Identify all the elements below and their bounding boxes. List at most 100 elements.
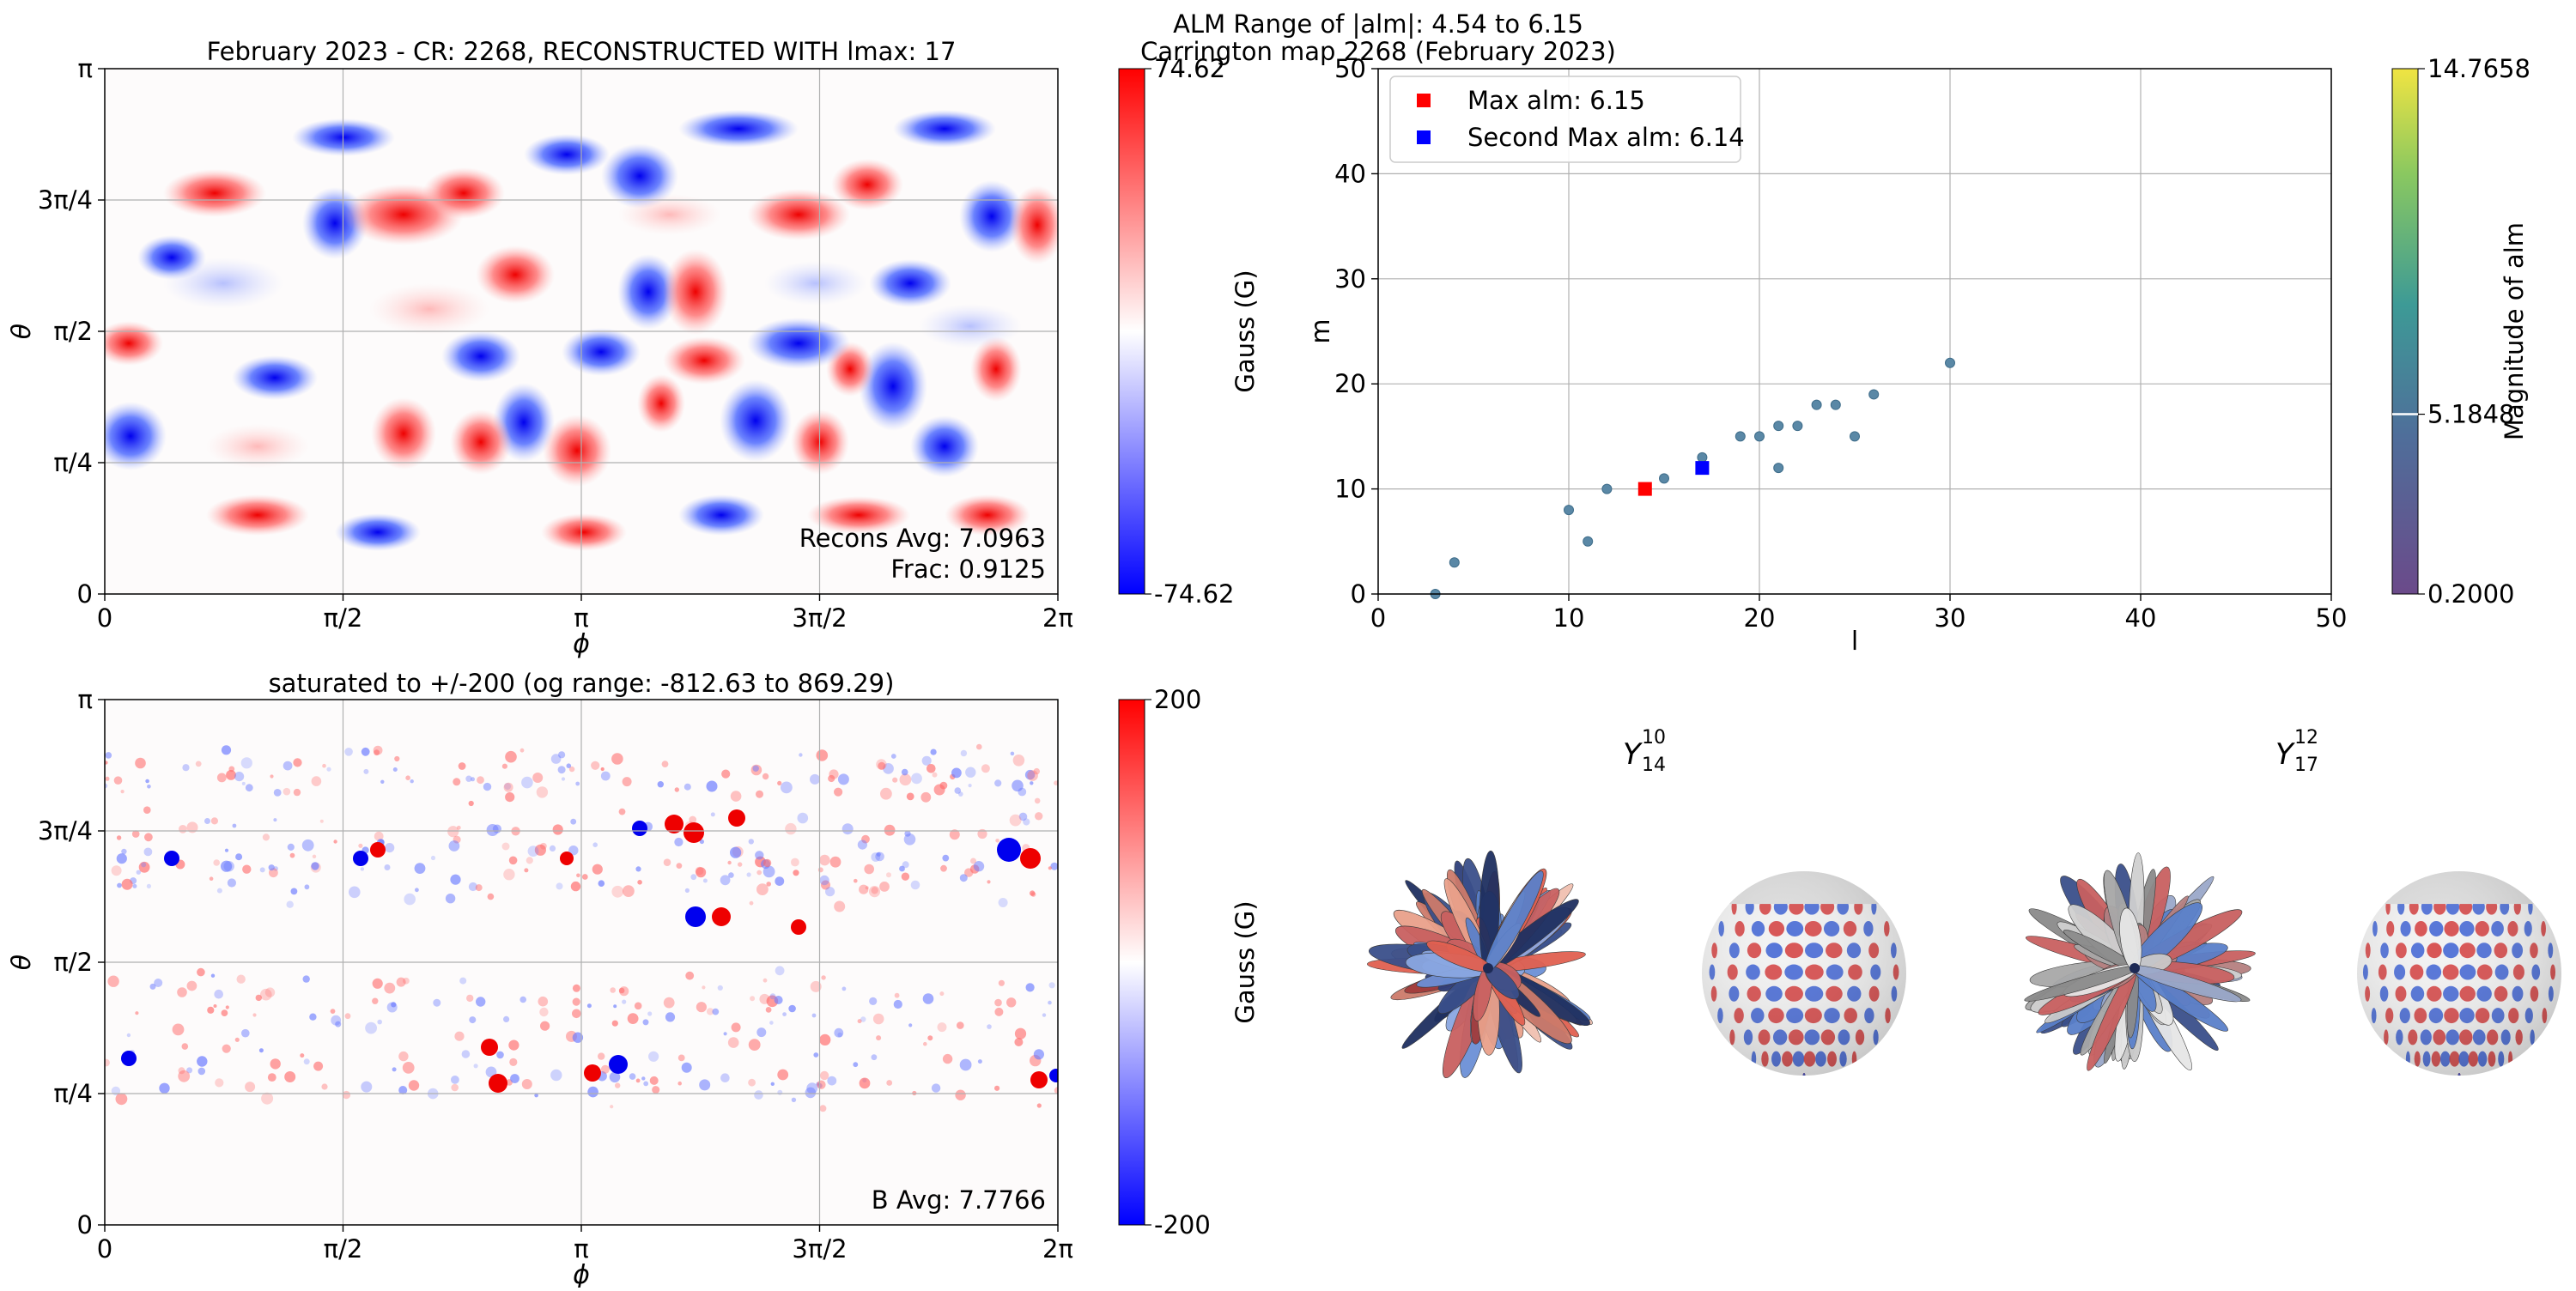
alm-colorbar-ticks: 0.2000 5.1848 14.7658 <box>2392 54 2530 609</box>
legend-max-marker <box>1417 94 1431 107</box>
recon-ytick-label: π/4 <box>53 448 93 477</box>
y-label-left: Y 10 14 <box>1623 727 1666 776</box>
alm-colorbar-tick-label: 0.2000 <box>2427 579 2514 609</box>
legend-second-label: Second Max alm: 6.14 <box>1467 123 1745 152</box>
orig-ytick-label: π <box>78 685 93 714</box>
orig-xtick-label: π <box>574 1234 588 1264</box>
recon-colorbar <box>1119 69 1145 594</box>
recon-xtick-label: 0 <box>97 603 112 633</box>
orig-ylabel: θ <box>7 955 37 970</box>
scatter-point <box>1792 421 1803 432</box>
orig-xtick-label: π/2 <box>324 1234 363 1264</box>
recon-ticks: 0 π/2 π 3π/2 2π 0 π/4 π/2 3π/4 π <box>38 54 1073 633</box>
alm-ylabel: m <box>1306 318 1336 343</box>
alm-xtick-label: 20 <box>1744 603 1776 633</box>
recon-ylabel: θ <box>7 324 37 339</box>
recon-annotation-frac: Frac: 0.9125 <box>890 555 1046 584</box>
alm-xtick-label: 40 <box>2125 603 2157 633</box>
scatter-point <box>1449 557 1460 568</box>
alm-colorbar-tick-label: 14.7658 <box>2427 54 2530 83</box>
scatter-point <box>1830 399 1841 410</box>
spheres-panel: Y 10 14 Y 12 17 <box>1367 727 2561 1079</box>
recon-xtick-label: π/2 <box>324 603 363 633</box>
recon-ytick-label: 3π/4 <box>38 185 93 215</box>
alm-title: ALM Range of |alm|: 4.54 to 6.15 <box>1173 9 1583 39</box>
orig-ytick-label: 0 <box>77 1210 93 1239</box>
scatter-point <box>1583 536 1594 547</box>
alm-xtick-label: 0 <box>1370 603 1386 633</box>
alm-xtick-label: 10 <box>1553 603 1585 633</box>
recon-xlabel: ϕ <box>573 629 590 659</box>
orig-xtick-label: 0 <box>97 1234 112 1264</box>
alm-axes-frame <box>1377 68 2332 595</box>
orig-title: saturated to +/-200 (og range: -812.63 t… <box>269 669 895 698</box>
alm-ytick-label: 10 <box>1334 475 1366 504</box>
second-max-alm-marker <box>1695 461 1710 476</box>
recon-colorbar-label: Gauss (G) <box>1230 270 1260 392</box>
alm-ticks: 0 10 20 30 40 50 0 10 20 30 40 50 <box>1334 54 2347 633</box>
y-label-left-sub: 14 <box>1642 755 1666 776</box>
orig-colorbar-min: -200 <box>1154 1210 1211 1239</box>
alm-colorbar-label: Magnitude of alm <box>2500 222 2529 440</box>
orig-ticks: 0 π/2 π 3π/2 2π 0 π/4 π/2 3π/4 π <box>38 685 1073 1264</box>
alm-ytick-label: 30 <box>1334 264 1366 294</box>
recon-colorbar-min: -74.62 <box>1154 579 1235 609</box>
orig-ytick-label: 3π/4 <box>38 816 93 846</box>
scatter-point <box>1601 483 1613 494</box>
scatter-point <box>1945 357 1955 368</box>
recon-title: February 2023 - CR: 2268, RECONSTRUCTED … <box>207 37 957 66</box>
orig-xtick-label: 2π <box>1042 1234 1073 1264</box>
alm-ytick-label: 50 <box>1334 54 1366 83</box>
max-alm-marker <box>1637 482 1652 496</box>
scatter-point <box>1811 399 1822 410</box>
recon-xtick-label: π <box>574 603 588 633</box>
y-label-right-sup: 12 <box>2294 727 2318 749</box>
recon-xtick-label: 3π/2 <box>792 603 847 633</box>
alm-ytick-label: 0 <box>1351 579 1366 609</box>
legend-max-label: Max alm: 6.15 <box>1467 86 1645 115</box>
alm-panel: ALM Range of |alm|: 4.54 to 6.15 Carring… <box>1140 9 2530 657</box>
y-label-right-base: Y <box>2275 737 2295 772</box>
alm-colorbar-frame <box>2391 68 2419 595</box>
orig-xlabel: ϕ <box>573 1260 590 1288</box>
recon-colorbar-frame <box>1118 68 1145 595</box>
scatter-point <box>1735 431 1746 442</box>
orig-ytick-label: π/2 <box>53 948 93 977</box>
scatter-point <box>1850 431 1860 442</box>
y-label-right-sub: 17 <box>2294 755 2318 776</box>
recon-panel: February 2023 - CR: 2268, RECONSTRUCTED … <box>7 37 1260 659</box>
recon-xtick-label: 2π <box>1042 603 1073 633</box>
alm-xlabel: l <box>1851 627 1858 657</box>
harmonic-radial-plot-left <box>1367 850 1593 1079</box>
orig-colorbar-label: Gauss (G) <box>1230 900 1260 1023</box>
orig-ytick-label: π/4 <box>53 1079 93 1108</box>
harmonic-sphere-left <box>1702 871 1906 1076</box>
legend-second-marker <box>1417 130 1431 144</box>
orig-heatmap <box>105 743 1058 1112</box>
alm-xtick-label: 30 <box>1935 603 1966 633</box>
scatter-point <box>1773 421 1784 432</box>
scatter-point <box>1659 473 1669 484</box>
recon-ytick-label: π <box>78 54 93 83</box>
y-label-left-sup: 10 <box>1642 727 1666 749</box>
scatter-point <box>1773 463 1784 474</box>
alm-legend: Max alm: 6.15 Second Max alm: 6.14 <box>1389 76 1745 163</box>
scatter-point <box>1868 389 1880 400</box>
y-label-left-base: Y <box>1623 737 1643 772</box>
orig-colorbar <box>1119 700 1145 1225</box>
alm-ytick-label: 20 <box>1334 369 1366 398</box>
recon-colorbar-max: 74.62 <box>1154 54 1225 83</box>
orig-colorbar-max: 200 <box>1154 685 1201 714</box>
scatter-point <box>1754 431 1765 442</box>
recon-ytick-label: 0 <box>77 579 93 609</box>
orig-colorbar-frame <box>1118 699 1145 1226</box>
alm-colorbar <box>2392 69 2418 594</box>
y-label-right: Y 12 17 <box>2275 727 2318 776</box>
orig-panel: saturated to +/-200 (og range: -812.63 t… <box>7 669 1260 1290</box>
recon-heatmap <box>105 110 1058 551</box>
harmonic-radial-plot-right <box>2024 852 2256 1071</box>
alm-ytick-label: 40 <box>1334 159 1366 188</box>
alm-colorbar-tick-label: 5.1848 <box>2427 400 2514 429</box>
